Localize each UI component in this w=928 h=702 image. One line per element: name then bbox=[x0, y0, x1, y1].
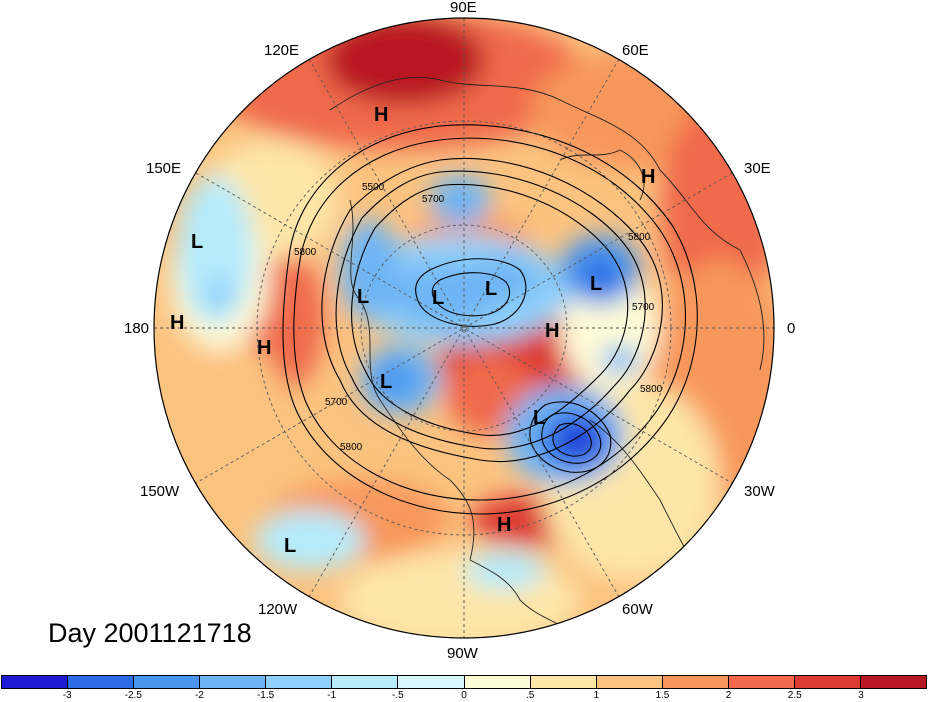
pressure-system-marker: L bbox=[357, 286, 369, 308]
pressure-system-markers: H H L H L L L L L H H H L L H L bbox=[170, 104, 655, 557]
contour-label: 5800 bbox=[628, 232, 651, 243]
colorbar-tick-label: 2.5 bbox=[787, 690, 802, 701]
lon-label-180: 180 bbox=[124, 320, 150, 337]
colorbar-segment bbox=[728, 676, 795, 688]
contour-label: 5800 bbox=[294, 247, 317, 258]
contour-label: 5700 bbox=[632, 302, 655, 313]
lon-label-90e: 90E bbox=[450, 0, 477, 16]
colorbar-segment bbox=[794, 676, 862, 688]
colorbar-tick-label: -1.5 bbox=[256, 690, 275, 701]
lon-label-120w: 120W bbox=[258, 601, 298, 618]
pressure-system-marker: L bbox=[590, 273, 602, 295]
pressure-system-marker: L bbox=[191, 231, 203, 253]
pressure-system-marker: L bbox=[380, 371, 392, 393]
colorbar-segment bbox=[662, 676, 729, 688]
colorbar-tick-label: -1 bbox=[327, 690, 337, 701]
day-title: Day 2001121718 bbox=[48, 618, 252, 648]
colorbar bbox=[1, 675, 927, 689]
polar-map: 5500 5700 5800 5800 5700 5800 5700 5800 … bbox=[153, 17, 775, 639]
pressure-system-marker: H bbox=[641, 166, 655, 188]
colorbar-segment bbox=[134, 676, 201, 688]
colorbar-tick-label: -3 bbox=[62, 690, 72, 701]
lon-label-30w: 30W bbox=[744, 483, 775, 500]
pressure-system-marker: L bbox=[284, 535, 296, 557]
pressure-system-marker: L bbox=[485, 278, 497, 300]
pressure-system-marker: H bbox=[170, 312, 184, 334]
colorbar-segment bbox=[332, 676, 399, 688]
colorbar-tick-label: -2 bbox=[194, 690, 204, 701]
lon-label-150w: 150W bbox=[140, 483, 180, 500]
lon-label-120e: 120E bbox=[264, 42, 300, 59]
lon-label-90w: 90W bbox=[447, 645, 478, 662]
colorbar-segment bbox=[398, 676, 465, 688]
lon-label-150e: 150E bbox=[146, 160, 182, 177]
colorbar-tick-label: 1.5 bbox=[655, 690, 670, 701]
colorbar-tick-label: -2.5 bbox=[124, 690, 142, 701]
colorbar-tick-label: 0 bbox=[461, 690, 467, 701]
colorbar-segment bbox=[861, 676, 927, 688]
lon-label-30e: 30E bbox=[744, 160, 771, 177]
contour-label: 5500 bbox=[362, 182, 385, 193]
pressure-system-marker: L bbox=[533, 407, 545, 429]
contour-labels: 5500 5700 5800 5800 5700 5800 5700 5800 bbox=[294, 182, 663, 453]
pressure-system-marker: H bbox=[497, 514, 511, 536]
pressure-system-marker: H bbox=[545, 320, 559, 342]
map-boundary bbox=[153, 17, 775, 639]
colorbar-segment bbox=[200, 676, 267, 688]
colorbar-tick-label: 3 bbox=[858, 690, 864, 701]
colorbar-segment bbox=[596, 676, 663, 688]
contour-label: 5800 bbox=[340, 442, 363, 453]
graticule bbox=[154, 18, 774, 638]
colorbar-segment bbox=[266, 676, 333, 688]
anomaly-field bbox=[154, 18, 774, 638]
contour-label: 5700 bbox=[325, 397, 348, 408]
lon-label-60w: 60W bbox=[622, 601, 653, 618]
colorbar-segment bbox=[464, 676, 531, 688]
lon-label-0: 0 bbox=[787, 320, 796, 337]
colorbar-tick-label: .5 bbox=[525, 690, 535, 701]
pressure-system-marker: H bbox=[374, 104, 388, 126]
colorbar-tick-label: -.5 bbox=[392, 690, 404, 701]
height-contours bbox=[282, 124, 698, 515]
contour-label: 5700 bbox=[422, 194, 445, 205]
colorbar-segment bbox=[2, 676, 69, 688]
colorbar-tick-label: 2 bbox=[725, 690, 732, 701]
colorbar-segment bbox=[68, 676, 135, 688]
lon-label-60e: 60E bbox=[622, 42, 649, 59]
colorbar-segment bbox=[530, 676, 597, 688]
pressure-system-marker: L bbox=[432, 287, 444, 309]
contour-label: 5800 bbox=[640, 384, 663, 395]
colorbar-tick-label: 1 bbox=[593, 690, 600, 701]
pressure-system-marker: H bbox=[257, 337, 271, 359]
